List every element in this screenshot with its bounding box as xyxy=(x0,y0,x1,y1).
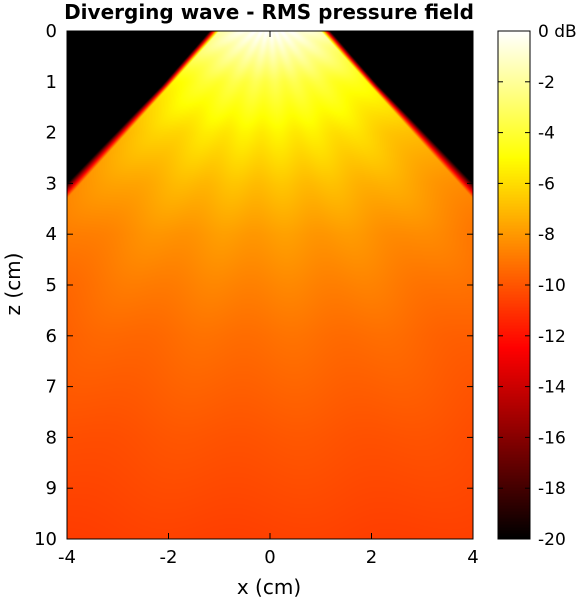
colorbar-tick-label: -8 xyxy=(538,225,555,245)
colorbar-tick-label: -2 xyxy=(538,73,555,93)
y-tick-label: 10 xyxy=(34,529,57,550)
x-tick-label: -4 xyxy=(58,547,76,568)
colorbar-tick-label: -14 xyxy=(538,378,566,398)
x-tick-label: 2 xyxy=(366,547,377,568)
x-axis-label: x (cm) xyxy=(237,575,301,599)
y-tick-label: 2 xyxy=(46,123,57,144)
y-tick-label: 9 xyxy=(46,478,57,499)
y-tick-label: 7 xyxy=(46,377,57,398)
colorbar-ticks: 0 dB -2 -4 -6 -8 -10 -12 -14 -16 -18 -20 xyxy=(498,22,577,550)
colorbar-tick-label: 0 dB xyxy=(538,22,577,42)
x-tick-label: 0 xyxy=(264,547,275,568)
colorbar-gradient xyxy=(498,31,530,539)
x-tick-label: 4 xyxy=(467,547,478,568)
y-axis-ticks: 0 1 2 3 4 5 6 7 8 9 10 xyxy=(34,21,473,550)
rms-pressure-heatmap xyxy=(67,31,473,539)
colorbar-tick-label: -4 xyxy=(538,124,555,144)
x-tick-label: -2 xyxy=(160,547,178,568)
y-tick-label: 5 xyxy=(46,275,57,296)
y-tick-label: 1 xyxy=(46,72,57,93)
colorbar-tick-label: -10 xyxy=(538,276,566,296)
y-tick-label: 8 xyxy=(46,427,57,448)
y-axis-label: z (cm) xyxy=(1,253,25,316)
colorbar-tick-label: -12 xyxy=(538,327,566,347)
y-tick-label: 3 xyxy=(46,173,57,194)
y-tick-label: 4 xyxy=(46,224,57,245)
colorbar-tick-label: -16 xyxy=(538,428,566,448)
chart-title: Diverging wave - RMS pressure field xyxy=(64,0,474,24)
colorbar-tick-label: -6 xyxy=(538,174,555,194)
x-axis-ticks: -4 -2 0 2 4 xyxy=(58,31,479,568)
colorbar-tick-label: -20 xyxy=(538,530,566,550)
y-tick-label: 6 xyxy=(46,326,57,347)
colorbar-tick-label: -18 xyxy=(538,479,566,499)
y-tick-label: 0 xyxy=(46,21,57,42)
